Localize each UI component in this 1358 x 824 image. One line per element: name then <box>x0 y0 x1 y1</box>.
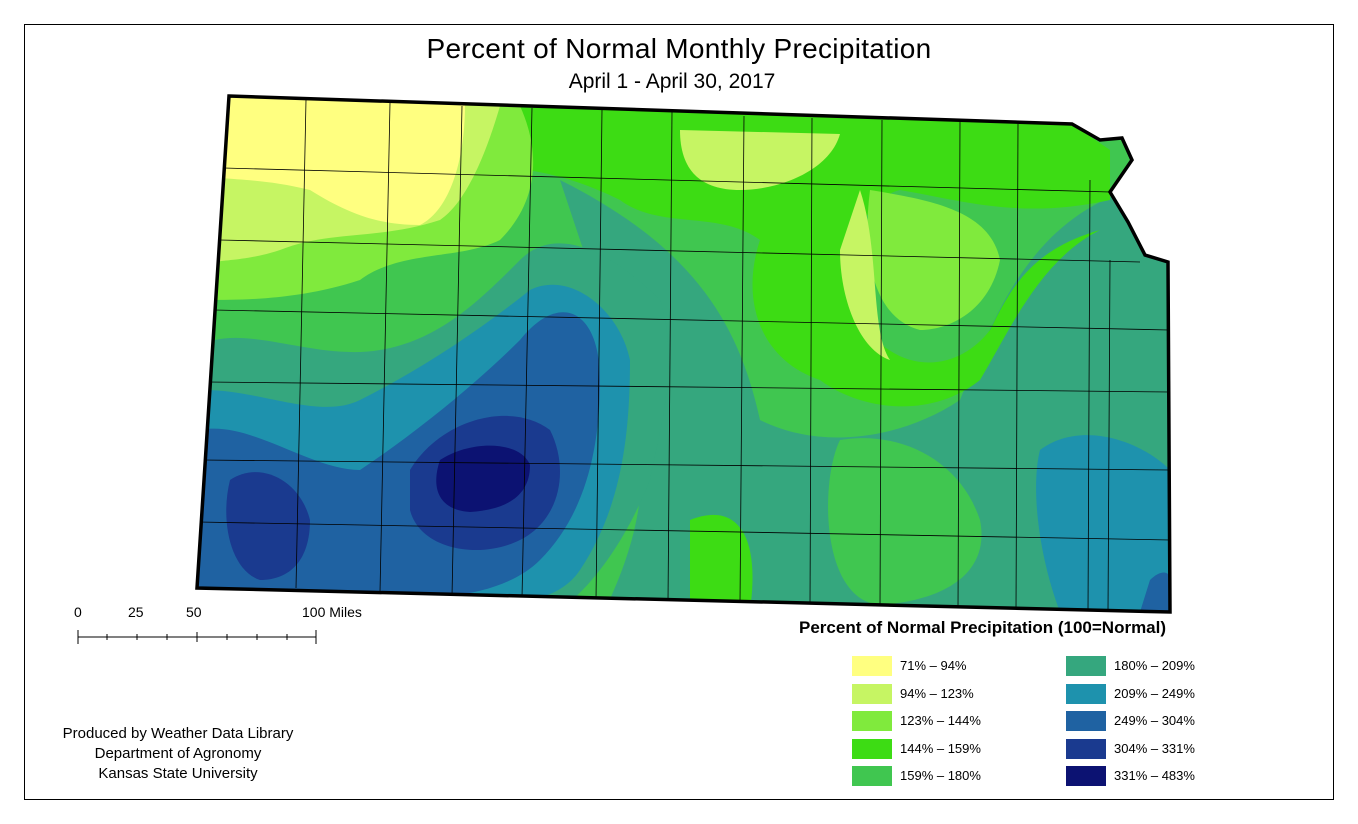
zone-331-483 <box>436 445 530 512</box>
zone-144-159-south <box>690 514 753 610</box>
credit-line-1: Produced by Weather Data Library <box>62 725 294 742</box>
scale-bar: 0 25 50 100 Miles <box>60 604 390 654</box>
scale-label-0: 0 <box>74 604 82 620</box>
zone-94-123-north <box>680 130 840 190</box>
zone-209-249-east <box>1036 435 1170 612</box>
scale-ticks <box>77 630 317 644</box>
credit-line-2: Department of Agronomy <box>94 745 262 762</box>
legend-swatch <box>852 766 892 786</box>
scale-label-100: 100 Miles <box>302 604 362 620</box>
map-title: Percent of Normal Monthly Precipitation <box>426 33 932 64</box>
zone-123-144-northeast <box>867 190 1000 330</box>
legend-label: 304% – 331% <box>1114 740 1195 756</box>
legend-label: 209% – 249% <box>1114 685 1195 701</box>
zone-159-180-south <box>828 438 982 605</box>
map-frame <box>24 24 1334 800</box>
legend-swatch <box>1066 683 1106 704</box>
legend-label: 144% – 159% <box>900 740 981 756</box>
legend-label: 249% – 304% <box>1114 713 1195 728</box>
zone-249-304-east <box>1140 572 1170 612</box>
credit-block: Produced by Weather Data Library Departm… <box>28 724 328 784</box>
legend-label: 71% – 94% <box>900 658 967 673</box>
legend-swatch <box>1066 656 1106 676</box>
zone-94-123-central <box>840 190 890 360</box>
scale-label-25: 25 <box>128 604 144 620</box>
legend-swatch <box>1066 738 1106 759</box>
zone-71-94 <box>222 96 465 225</box>
credit-line-3: Kansas State University <box>98 765 258 782</box>
county-boundaries <box>198 99 1170 612</box>
legend-title: Percent of Normal Precipitation (100=Nor… <box>799 618 1167 637</box>
legend-swatch <box>1066 766 1106 786</box>
legend-label: 180% – 209% <box>1114 658 1195 673</box>
legend-swatch <box>852 738 892 759</box>
scale-label-50: 50 <box>186 604 202 620</box>
precipitation-fill-layer <box>197 96 1170 612</box>
legend-label: 331% – 483% <box>1114 768 1195 783</box>
legend-label: 123% – 144% <box>900 713 981 728</box>
legend-label: 94% – 123% <box>900 685 974 701</box>
legend-label: 159% – 180% <box>900 768 981 783</box>
legend-swatch <box>852 683 892 704</box>
zone-304-331-sw <box>226 472 310 580</box>
legend-swatch <box>1066 711 1106 731</box>
map-subtitle: April 1 - April 30, 2017 <box>568 70 776 93</box>
legend-swatch <box>852 656 892 676</box>
kansas-state-outline <box>195 94 1172 614</box>
legend-swatch <box>852 711 892 731</box>
